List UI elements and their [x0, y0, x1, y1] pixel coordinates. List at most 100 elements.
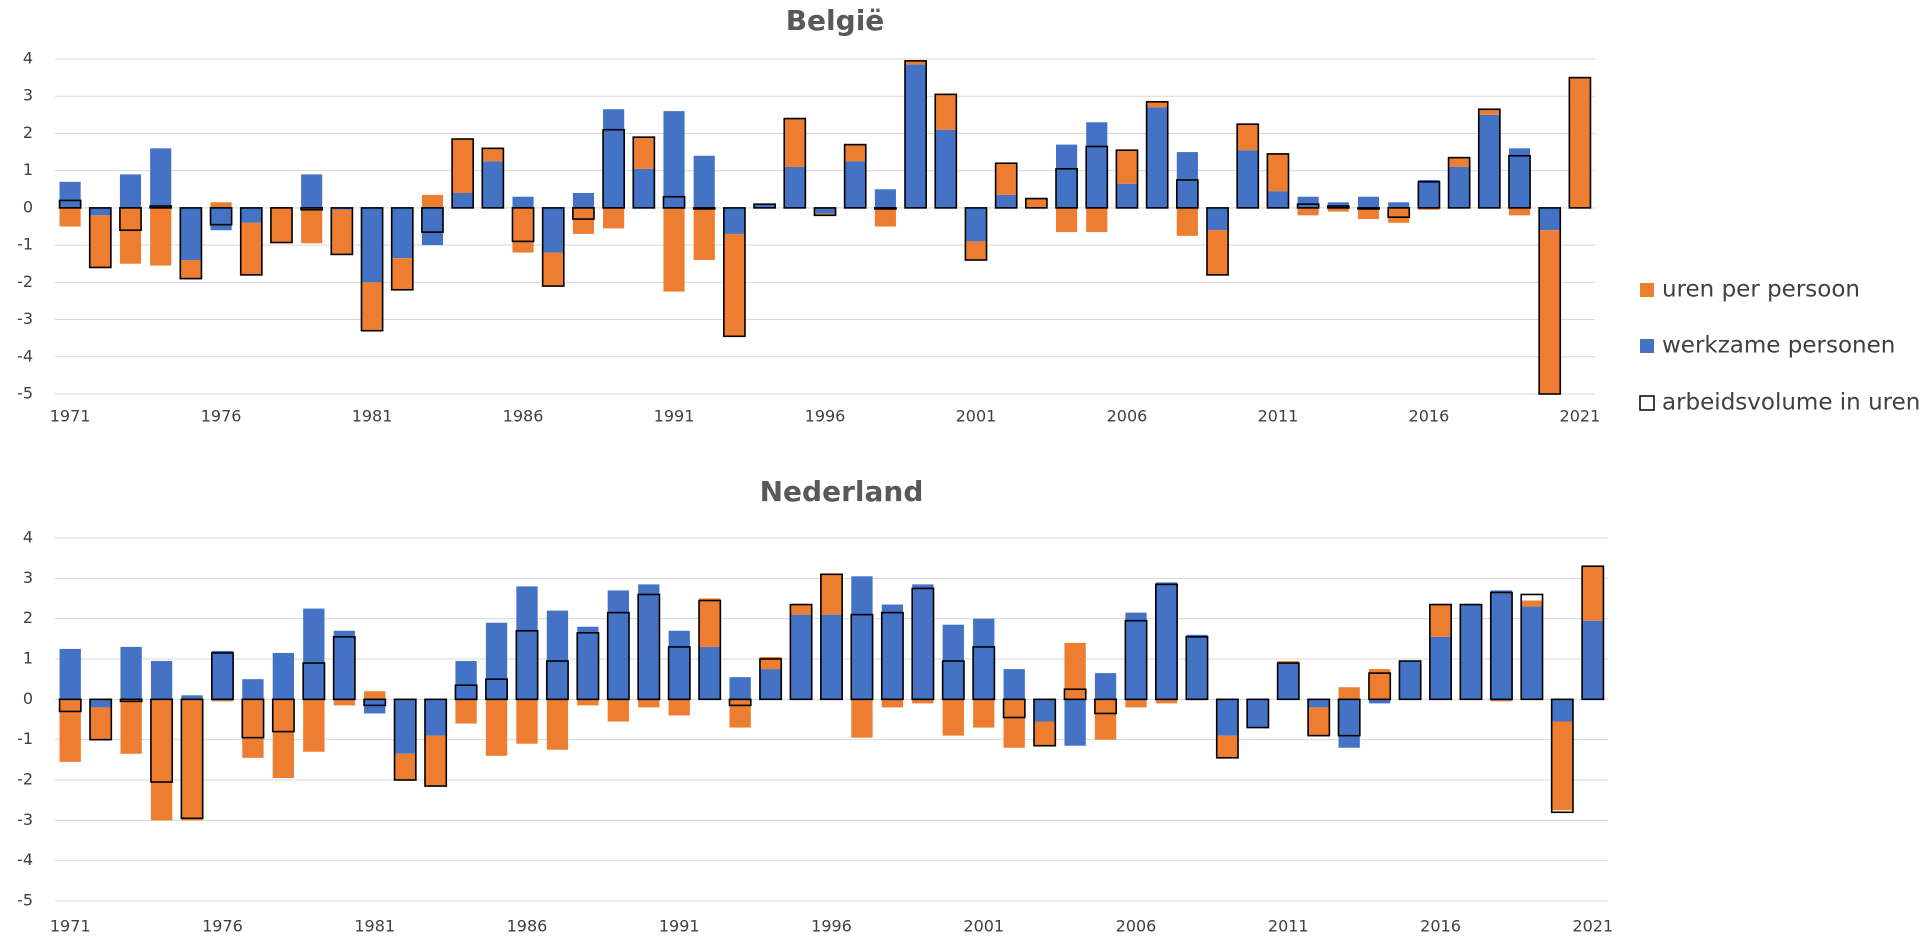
bar — [1551, 721, 1573, 811]
bar — [421, 207, 444, 246]
bar — [881, 604, 904, 700]
total-box — [759, 658, 783, 701]
total-box — [360, 207, 384, 332]
bar — [421, 194, 444, 208]
total-box — [1055, 168, 1078, 209]
bar — [512, 196, 534, 208]
bar — [119, 207, 142, 264]
total-box — [1520, 593, 1544, 701]
bar — [1003, 699, 1025, 748]
total-box — [179, 207, 203, 280]
total-box — [1236, 123, 1260, 209]
bar — [1388, 202, 1410, 208]
total-box — [119, 698, 143, 703]
bar — [633, 168, 655, 208]
x-tick-label: 1976 — [201, 407, 242, 426]
bar — [180, 207, 202, 260]
bar — [512, 207, 534, 253]
bar — [1155, 582, 1178, 700]
total-box — [880, 611, 904, 701]
bar — [729, 699, 751, 728]
total-box — [874, 207, 897, 210]
bar — [759, 656, 782, 670]
total-box — [89, 698, 113, 741]
total-box — [1337, 698, 1361, 737]
total-box — [1357, 207, 1380, 210]
bar — [881, 699, 904, 708]
x-tick-label: 2021 — [1560, 407, 1601, 426]
bar — [973, 618, 995, 700]
bar — [1297, 207, 1319, 216]
total-box — [1387, 207, 1411, 218]
total-box — [1581, 565, 1605, 701]
bar — [814, 213, 836, 216]
bar — [1490, 590, 1513, 700]
total-box — [271, 698, 295, 733]
total-box — [662, 195, 686, 209]
bar — [1357, 196, 1380, 208]
total-box — [1417, 181, 1441, 209]
bar — [790, 604, 812, 615]
total-box — [239, 207, 263, 276]
total-box — [1508, 154, 1531, 209]
bar — [1086, 207, 1108, 233]
bar — [180, 260, 202, 279]
total-box — [602, 128, 625, 209]
bar — [1277, 663, 1299, 700]
bar — [1003, 669, 1025, 700]
total-box — [1206, 207, 1229, 276]
bar — [150, 661, 173, 700]
bar — [270, 207, 293, 244]
bar — [723, 233, 745, 337]
y-tick-label: 2 — [23, 123, 33, 142]
bar — [391, 258, 413, 290]
total-box — [1145, 101, 1169, 209]
bar — [973, 699, 995, 728]
bar — [1327, 202, 1349, 208]
bar — [424, 735, 447, 787]
bar — [638, 584, 660, 700]
bar — [1025, 197, 1047, 208]
total-box — [541, 207, 565, 287]
bar — [452, 193, 474, 208]
x-tick-label: 2011 — [1268, 917, 1309, 936]
total-box — [58, 698, 82, 713]
bar — [1237, 150, 1259, 208]
bar — [394, 753, 416, 780]
total-box — [511, 207, 535, 243]
bar — [572, 193, 594, 208]
bar — [912, 584, 934, 700]
x-tick-label: 1996 — [805, 407, 846, 426]
bar — [1368, 669, 1391, 700]
bar — [1216, 699, 1239, 736]
x-tick-label: 2001 — [956, 407, 997, 426]
bar — [935, 129, 957, 208]
bar — [331, 209, 353, 255]
total-box — [302, 662, 326, 701]
total-box — [545, 660, 569, 701]
bar — [1186, 634, 1208, 700]
bar — [303, 699, 325, 752]
bar — [210, 207, 232, 231]
bar — [638, 699, 660, 708]
total-box — [813, 207, 837, 217]
total-box — [1033, 698, 1057, 747]
y-tick-label: -1 — [17, 729, 33, 748]
bar — [851, 699, 873, 738]
total-box — [820, 573, 843, 701]
bar — [391, 207, 413, 259]
bar — [1206, 207, 1229, 231]
total-box — [1175, 179, 1199, 209]
x-tick-label: 1986 — [503, 407, 544, 426]
y-tick-label: -3 — [17, 810, 33, 829]
total-box — [753, 203, 776, 209]
bar — [668, 630, 690, 700]
bar — [301, 207, 323, 244]
bar — [905, 60, 927, 65]
x-tick-label: 1981 — [352, 407, 393, 426]
bar — [1267, 153, 1289, 192]
bar — [89, 215, 111, 268]
bar — [942, 624, 964, 700]
bar — [663, 111, 685, 208]
